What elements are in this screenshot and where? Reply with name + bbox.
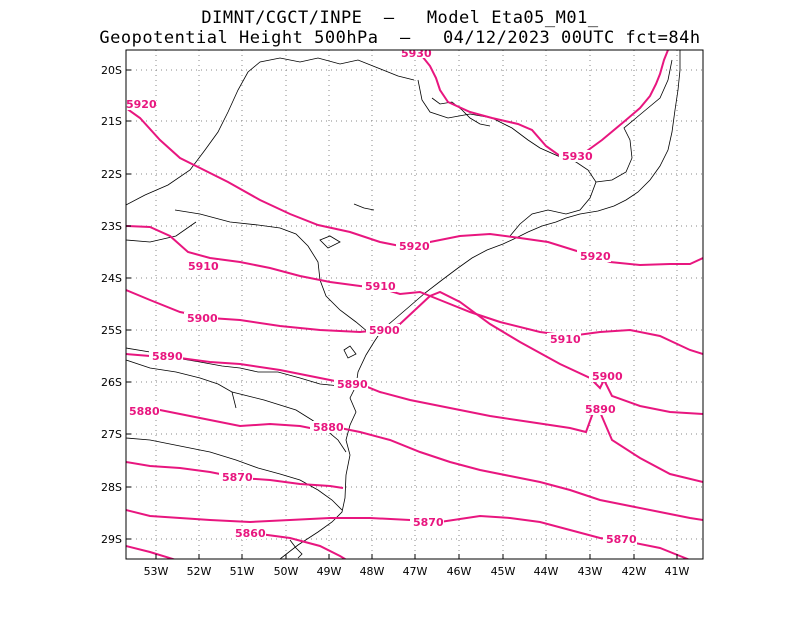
contour-5900 [126, 289, 703, 415]
parana-river-border [126, 57, 415, 206]
label-5910-left: 5910 [188, 260, 219, 273]
label-5890-left: 5890 [152, 350, 183, 363]
lat-tick-label: 24S [101, 272, 122, 285]
label-5870-left: 5870 [222, 471, 253, 484]
paraguay-border [126, 359, 237, 409]
label-5860: 5860 [235, 527, 266, 540]
lat-tick-label: 21S [101, 115, 122, 128]
lat-tick-label: 27S [101, 428, 122, 441]
lon-tick-label: 52W [187, 565, 212, 578]
coastline-borders [126, 50, 681, 559]
reservoir-3 [353, 203, 375, 211]
label-5890-right: 5890 [585, 403, 616, 416]
lon-tick-label: 46W [447, 565, 472, 578]
reservoir-2 [319, 235, 341, 249]
lat-tick-label: 22S [101, 168, 122, 181]
lat-tick-label: 26S [101, 376, 122, 389]
contour-5910 [126, 225, 703, 355]
island-sc [343, 345, 357, 359]
lat-tick-label: 28S [101, 481, 122, 494]
coastline [279, 50, 681, 559]
label-5920-left: 5920 [126, 98, 157, 111]
label-5910-center: 5910 [365, 280, 396, 293]
lon-tick-label: 42W [622, 565, 647, 578]
label-5920-right: 5920 [580, 250, 611, 263]
lagoon-south [289, 539, 303, 559]
mato-grosso-border [126, 221, 197, 243]
label-5890-center: 5890 [337, 378, 368, 391]
lat-tick-label: 25S [101, 324, 122, 337]
map-title-line2: Geopotential Height 500hPa – 04/12/2023 … [99, 28, 701, 48]
contour-5890 [126, 353, 703, 483]
label-5930-right: 5930 [562, 150, 593, 163]
lon-tick-label: 49W [317, 565, 342, 578]
label-5910-right: 5910 [550, 333, 581, 346]
map-frame [125, 49, 704, 560]
state-border-mg-rj [595, 59, 673, 183]
lon-tick-label: 51W [230, 565, 255, 578]
lon-tick-label: 50W [274, 565, 299, 578]
lon-tick-label: 45W [491, 565, 516, 578]
contour-labels: 5930 5930 5920 5920 5920 5910 5910 5910 … [126, 47, 637, 546]
lat-tick-label: 29S [101, 533, 122, 546]
latitude-axis: 20S 21S 22S 23S 24S 25S 26S 27S 28S 29S [101, 64, 131, 546]
contour-5860 [126, 545, 177, 559]
label-5880-left: 5880 [129, 405, 160, 418]
label-5880-center: 5880 [313, 421, 344, 434]
map-title-line1: DIMNT/CGCT/INPE – Model Eta05_M01_ [201, 8, 599, 28]
label-5900-right: 5900 [592, 370, 623, 383]
argentina-border [231, 391, 347, 453]
state-border-sp-pr [174, 209, 383, 335]
reservoir-1 [431, 97, 491, 127]
lon-tick-label: 48W [360, 565, 385, 578]
lon-tick-label: 43W [578, 565, 603, 578]
lat-tick-label: 23S [101, 220, 122, 233]
label-5870-right: 5870 [606, 533, 637, 546]
lon-tick-label: 41W [665, 565, 690, 578]
label-5900-left: 5900 [187, 312, 218, 325]
contour-5930-north [409, 50, 669, 157]
label-5870-center: 5870 [413, 516, 444, 529]
label-5930-top: 5930 [401, 47, 432, 60]
lon-tick-label: 53W [144, 565, 169, 578]
label-5920-center: 5920 [399, 240, 430, 253]
lat-tick-label: 20S [101, 64, 122, 77]
lon-tick-label: 44W [534, 565, 559, 578]
state-border-sc-rs [126, 437, 343, 511]
lon-tick-label: 47W [403, 565, 428, 578]
contour-5880 [126, 406, 703, 521]
label-5900-center: 5900 [369, 324, 400, 337]
graticule [126, 50, 703, 559]
longitude-axis: 53W 52W 51W 50W 49W 48W 47W 46W 45W 44W 43W 42W 41W [144, 554, 690, 578]
